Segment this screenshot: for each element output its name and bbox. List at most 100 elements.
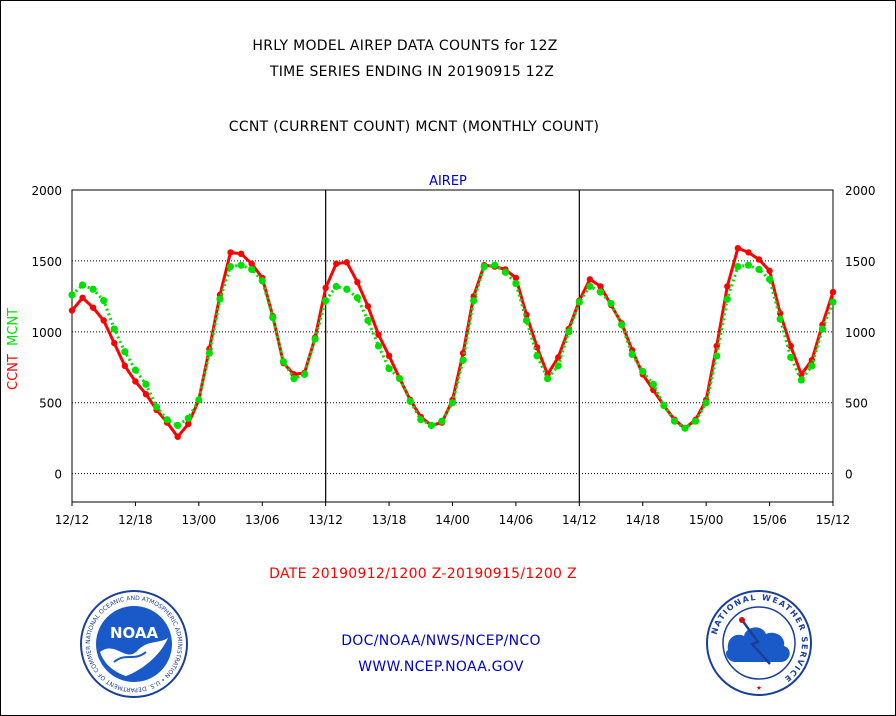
point-mcnt [670, 417, 679, 425]
nws-logo: NATIONAL WEATHER SERVICE ★ [706, 590, 812, 696]
series-line-ccnt [70, 246, 835, 440]
point-mcnt [300, 370, 309, 378]
point-ccnt [185, 420, 192, 428]
point-mcnt [776, 315, 784, 323]
x-tick-label: 14/00 [435, 513, 470, 527]
point-ccnt [121, 362, 129, 370]
point-mcnt [438, 417, 446, 425]
point-mcnt [448, 399, 457, 407]
point-mcnt [364, 316, 372, 325]
point-mcnt [639, 367, 647, 376]
point-mcnt [131, 366, 140, 374]
point-mcnt [258, 277, 266, 285]
x-tick-label: 15/12 [816, 513, 851, 527]
point-ccnt [523, 311, 530, 318]
point-mcnt [607, 299, 615, 308]
point-mcnt [68, 291, 76, 299]
point-mcnt [808, 362, 816, 370]
y-tick-label-right: 0 [845, 468, 853, 482]
point-ccnt [354, 278, 361, 286]
x-tick-label: 15/06 [752, 513, 787, 527]
point-ccnt [68, 307, 76, 314]
point-mcnt [78, 281, 87, 289]
point-mcnt [89, 285, 97, 293]
point-ccnt [237, 250, 245, 258]
noaa-logo-text: NOAA [110, 624, 159, 642]
y-tick-label-right: 500 [845, 397, 868, 411]
point-ccnt [533, 344, 541, 351]
point-mcnt [184, 414, 192, 422]
point-ccnt [111, 339, 118, 347]
x-tick-label: 15/00 [689, 513, 724, 527]
point-ccnt [734, 244, 742, 252]
point-mcnt [152, 403, 161, 411]
point-mcnt [290, 375, 298, 383]
point-mcnt [406, 397, 414, 405]
point-mcnt [353, 294, 361, 302]
point-mcnt [121, 348, 129, 356]
point-mcnt [512, 280, 520, 288]
point-ccnt [79, 294, 86, 301]
point-mcnt [417, 416, 425, 424]
point-ccnt [174, 433, 181, 440]
point-mcnt [491, 261, 499, 269]
point-mcnt [787, 353, 795, 361]
point-ccnt [829, 288, 837, 296]
point-mcnt [797, 376, 805, 384]
nws-logo-star: ★ [756, 683, 762, 693]
point-ccnt [248, 260, 255, 267]
y-tick-label-left: 1500 [31, 255, 62, 269]
point-mcnt [702, 399, 710, 407]
point-mcnt [374, 342, 383, 350]
point-ccnt [724, 283, 731, 290]
point-ccnt [755, 256, 763, 263]
point-mcnt [269, 314, 277, 322]
point-mcnt [744, 261, 753, 269]
org-label: DOC/NOAA/NWS/NCEP/NCO [341, 633, 541, 649]
point-mcnt [596, 288, 605, 296]
point-mcnt [691, 417, 700, 425]
y-axis-label: CCNT MCNT [6, 308, 21, 390]
y-tick-label-left: 1000 [31, 326, 62, 340]
point-ccnt [512, 274, 520, 282]
point-mcnt [226, 262, 235, 271]
point-mcnt [575, 298, 583, 306]
point-mcnt [174, 421, 182, 430]
point-ccnt [385, 352, 393, 360]
point-mcnt [565, 328, 573, 336]
point-mcnt [480, 262, 488, 271]
point-mcnt [248, 265, 256, 274]
chart-title-line1: HRLY MODEL AIREP DATA COUNTS for 12Z [252, 38, 558, 54]
point-mcnt [205, 349, 214, 357]
point-mcnt [237, 261, 245, 269]
point-mcnt [279, 358, 287, 366]
point-ccnt [132, 378, 139, 385]
point-ccnt [787, 342, 794, 350]
y-tick-label-left: 500 [39, 397, 62, 411]
point-mcnt [734, 262, 742, 271]
point-mcnt [522, 316, 531, 325]
point-mcnt [554, 362, 562, 370]
point-mcnt [618, 321, 626, 329]
point-mcnt [322, 297, 330, 305]
point-mcnt [100, 297, 108, 305]
y-tick-label-left: 0 [54, 468, 62, 482]
point-ccnt [89, 304, 97, 311]
point-mcnt [533, 352, 541, 360]
y-tick-label-right: 1000 [845, 326, 876, 340]
point-mcnt [501, 268, 509, 276]
point-mcnt [713, 352, 721, 360]
axis-layer: 0 0 500 500 1000 1000 1500 1500 2000 2000 12/12 12/… [31, 184, 875, 527]
point-ccnt [798, 371, 805, 378]
point-mcnt [765, 275, 774, 283]
point-ccnt [100, 317, 107, 324]
noaa-logo: NOAA NATIONAL OCEANIC AND ATMOSPHERIC AD… [80, 590, 188, 698]
x-tick-label: 14/06 [499, 513, 534, 527]
point-ccnt [375, 331, 382, 338]
x-tick-label: 13/18 [372, 513, 407, 527]
point-mcnt [163, 416, 171, 424]
point-mcnt [110, 325, 118, 333]
point-ccnt [333, 260, 340, 267]
website-link[interactable]: WWW.NCEP.NOAA.GOV [358, 659, 524, 675]
